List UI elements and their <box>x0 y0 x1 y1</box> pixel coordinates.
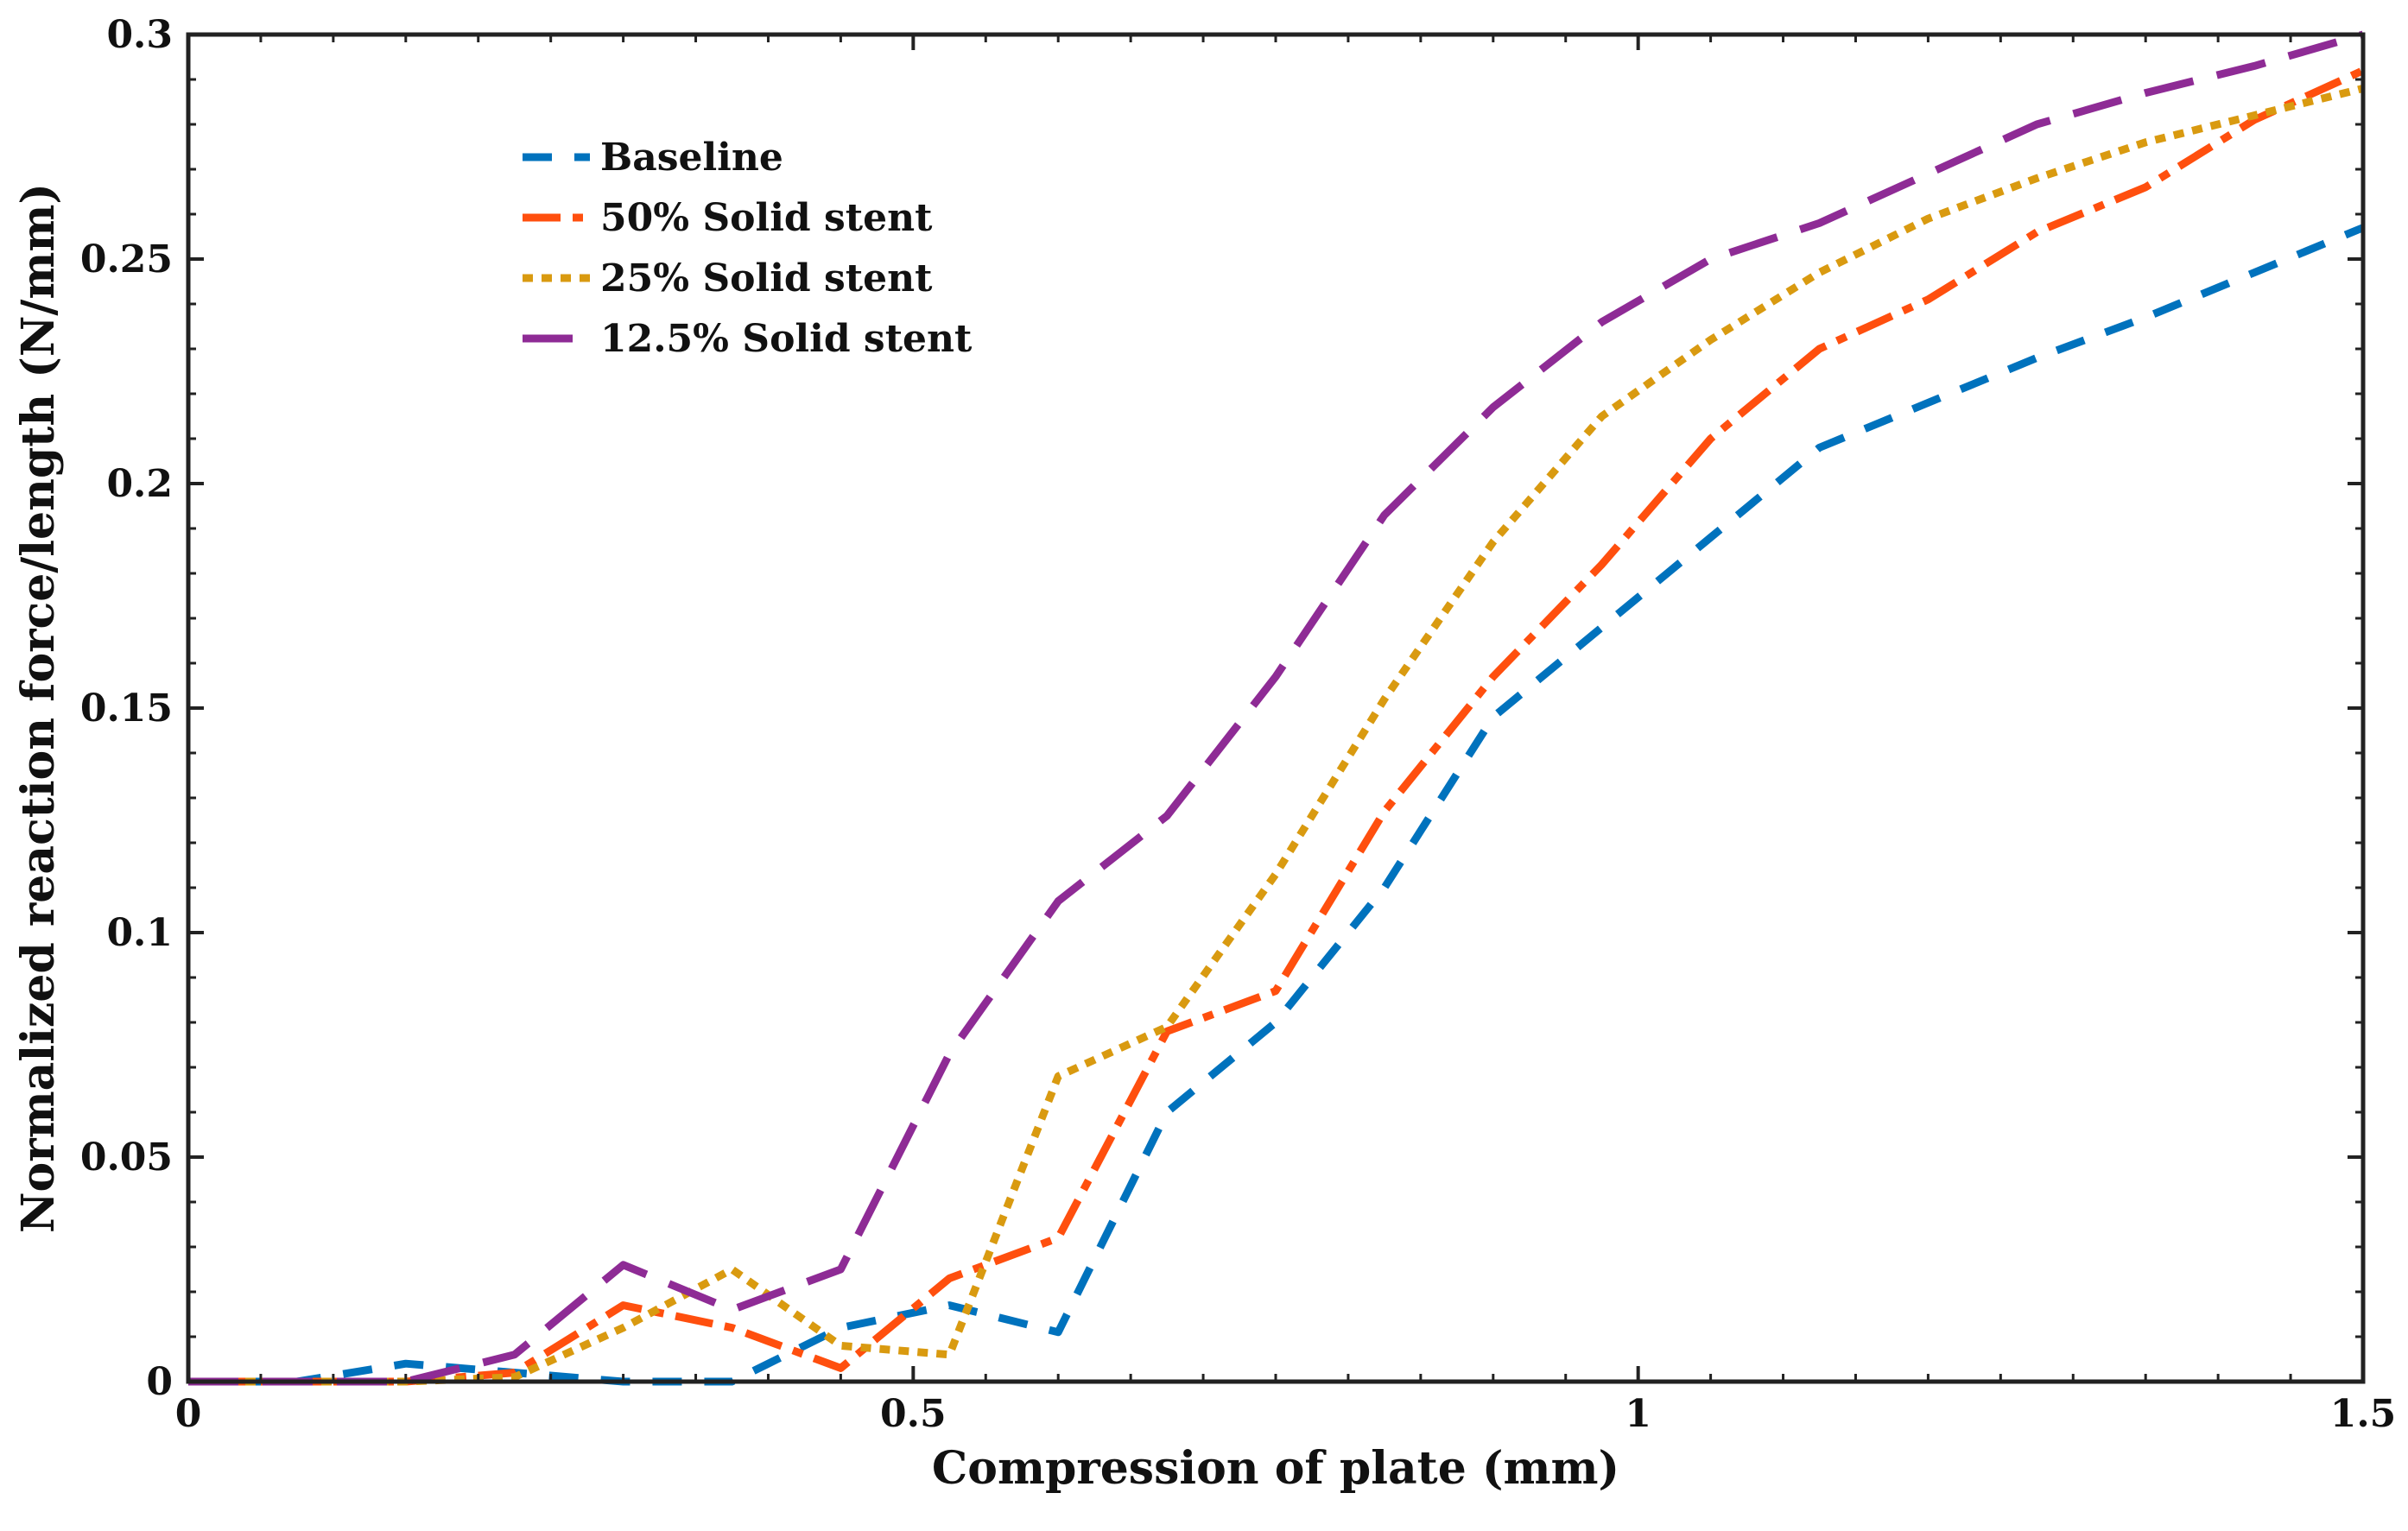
legend-label-0: Baseline <box>600 136 783 180</box>
y-tick-label: 0.3 <box>106 13 173 57</box>
plot-frame <box>186 32 2366 1384</box>
y-tick-label: 0.2 <box>106 462 173 506</box>
y-tick-label: 0.05 <box>80 1136 173 1180</box>
y-axis-title: Normalized reaction force/length (N/mm) <box>12 183 65 1233</box>
x-tick-label: 0.5 <box>880 1392 947 1436</box>
legend-label-1: 50% Solid stent <box>600 196 933 240</box>
x-axis-title: Compression of plate (mm) <box>932 1442 1619 1495</box>
legend: Baseline 50% Solid stent 25% Solid stent 12… <box>523 136 973 361</box>
y-tick-label: 0.1 <box>106 911 173 955</box>
legend-label-3: 12.5% Solid stent <box>600 317 973 361</box>
y-tick-label: 0.15 <box>80 686 173 731</box>
legend-label-2: 25% Solid stent <box>600 256 933 301</box>
x-tick-label: 1 <box>1625 1392 1651 1436</box>
x-tick-label: 1.5 <box>2330 1392 2397 1436</box>
series-line-1 <box>188 66 2365 1386</box>
series-line-2 <box>188 85 2365 1386</box>
y-tick-label: 0 <box>146 1360 173 1404</box>
x-tick-label: 0 <box>175 1392 202 1436</box>
series-line-3 <box>188 30 2365 1386</box>
y-tick-label: 0.25 <box>80 237 173 282</box>
